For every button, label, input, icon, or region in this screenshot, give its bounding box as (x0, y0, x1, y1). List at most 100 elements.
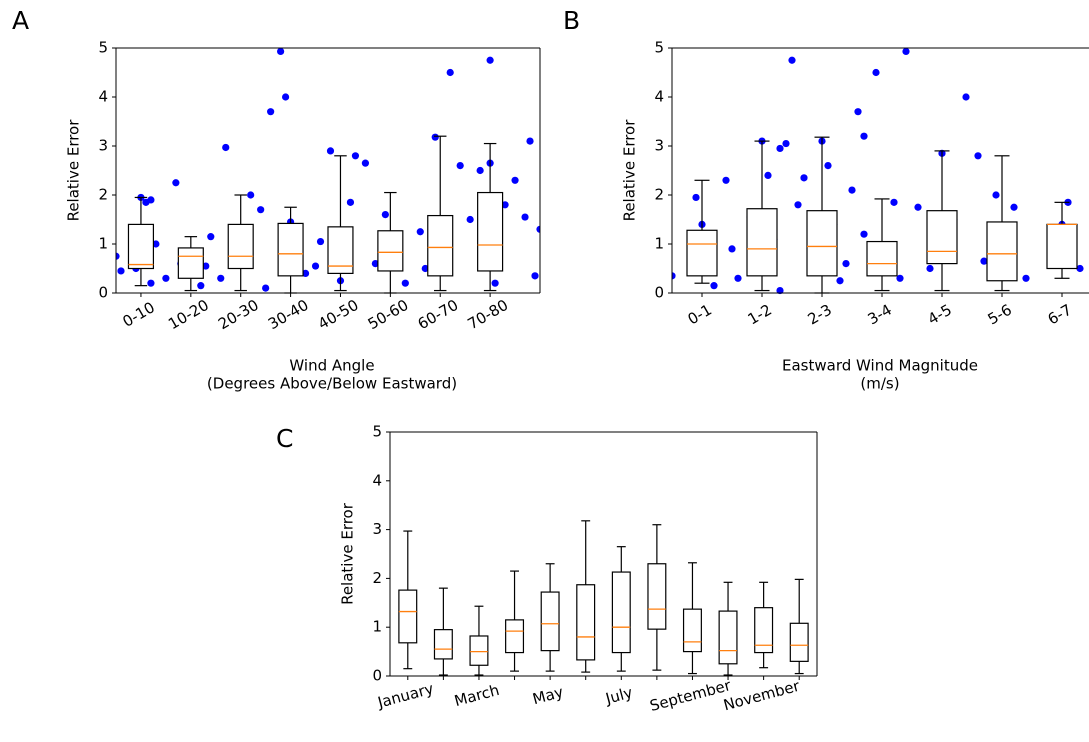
box (647, 563, 667, 630)
x-axis-label: (Degrees Above/Below Eastward) (207, 375, 457, 393)
scatter-point (501, 201, 509, 209)
scatter-point (311, 262, 320, 270)
y-tick-label: 3 (654, 137, 664, 155)
scatter-point (728, 245, 736, 253)
box (1046, 223, 1078, 270)
scatter-point (782, 139, 790, 148)
box (377, 230, 404, 272)
scatter-point (1022, 274, 1030, 282)
scatter-point (197, 282, 205, 290)
x-axis-label: Eastward Wind Magnitude (782, 357, 978, 375)
scatter-point (1010, 203, 1018, 211)
y-axis-label: Relative Error (621, 119, 639, 222)
y-tick-label: 1 (654, 235, 664, 253)
scatter-point (491, 279, 499, 287)
scatter-point (980, 257, 988, 265)
box (576, 584, 596, 661)
scatter-point (207, 233, 215, 241)
y-tick-label: 4 (372, 471, 382, 489)
x-tick-label: 6-7 (1045, 301, 1075, 329)
y-tick-label: 5 (654, 39, 664, 57)
scatter-point (202, 262, 210, 270)
scatter-point (531, 272, 539, 280)
x-tick-label: 1-2 (745, 301, 775, 329)
scatter-point (446, 68, 454, 77)
x-tick-label: September (648, 676, 734, 715)
x-tick-label: 0-1 (685, 301, 715, 329)
panel-label: A (12, 6, 29, 35)
scatter-point (401, 279, 409, 287)
x-tick-label: 30-40 (265, 296, 312, 333)
scatter-point (282, 93, 290, 101)
scatter-point (346, 198, 355, 206)
box (866, 240, 898, 277)
box (682, 608, 702, 653)
scatter-point (776, 286, 784, 295)
panel-label: C (276, 424, 293, 453)
y-tick-label: 0 (98, 284, 108, 302)
box (127, 223, 155, 270)
scatter-point (914, 203, 922, 211)
scatter-point (416, 228, 424, 236)
scatter-point (247, 191, 255, 199)
box (505, 619, 525, 654)
y-tick-label: 4 (654, 88, 664, 106)
y-tick-label: 1 (372, 618, 382, 636)
scatter-point (926, 264, 934, 273)
x-axis-label: Wind Angle (289, 357, 374, 375)
scatter-point (896, 274, 904, 282)
box (611, 571, 631, 654)
scatter-point (217, 274, 225, 282)
scatter-point (421, 264, 429, 273)
scatter-point (262, 284, 270, 292)
box (277, 222, 304, 277)
scatter-point (277, 47, 285, 56)
x-tick-label: July (603, 683, 635, 708)
x-tick-label: March (452, 681, 501, 710)
y-tick-label: 0 (654, 284, 664, 302)
scatter-point (361, 159, 370, 167)
plot-area (398, 520, 809, 676)
scatter-point (872, 68, 880, 77)
y-tick-label: 2 (372, 569, 382, 587)
scatter-point (842, 260, 850, 268)
x-tick-label: 20-30 (215, 296, 262, 333)
scatter-point (147, 279, 155, 287)
scatter-point (371, 260, 379, 268)
scatter-point (152, 240, 160, 248)
scatter-point (824, 162, 832, 170)
x-tick-label: 70-80 (464, 296, 511, 333)
x-tick-label: 2-3 (805, 301, 835, 329)
y-tick-label: 3 (98, 137, 108, 155)
scatter-point (672, 272, 676, 280)
scatter-point (974, 152, 982, 160)
scatter-point (172, 179, 180, 187)
plot-area (672, 47, 1084, 295)
scatter-point (521, 213, 529, 221)
scatter-point (794, 201, 802, 209)
scatter-point (316, 237, 325, 246)
box (398, 589, 418, 644)
box (469, 635, 489, 666)
scatter-point (476, 166, 484, 175)
scatter-point (890, 198, 898, 206)
scatter-point (466, 215, 474, 224)
scatter-point (326, 147, 335, 155)
y-tick-label: 4 (98, 88, 108, 106)
scatter-point (836, 277, 844, 285)
scatter-point (992, 191, 1000, 199)
box (806, 210, 838, 277)
box (789, 622, 809, 662)
box (540, 591, 560, 652)
scatter-point (722, 176, 730, 184)
scatter-point (1076, 264, 1084, 273)
scatter-point (734, 274, 742, 282)
x-tick-label: 0-10 (119, 298, 157, 331)
box (227, 223, 254, 270)
box (986, 221, 1018, 282)
scatter-point (854, 108, 862, 116)
x-tick-label: 5-6 (985, 301, 1015, 329)
y-tick-label: 3 (372, 520, 382, 538)
scatter-point (431, 133, 439, 141)
